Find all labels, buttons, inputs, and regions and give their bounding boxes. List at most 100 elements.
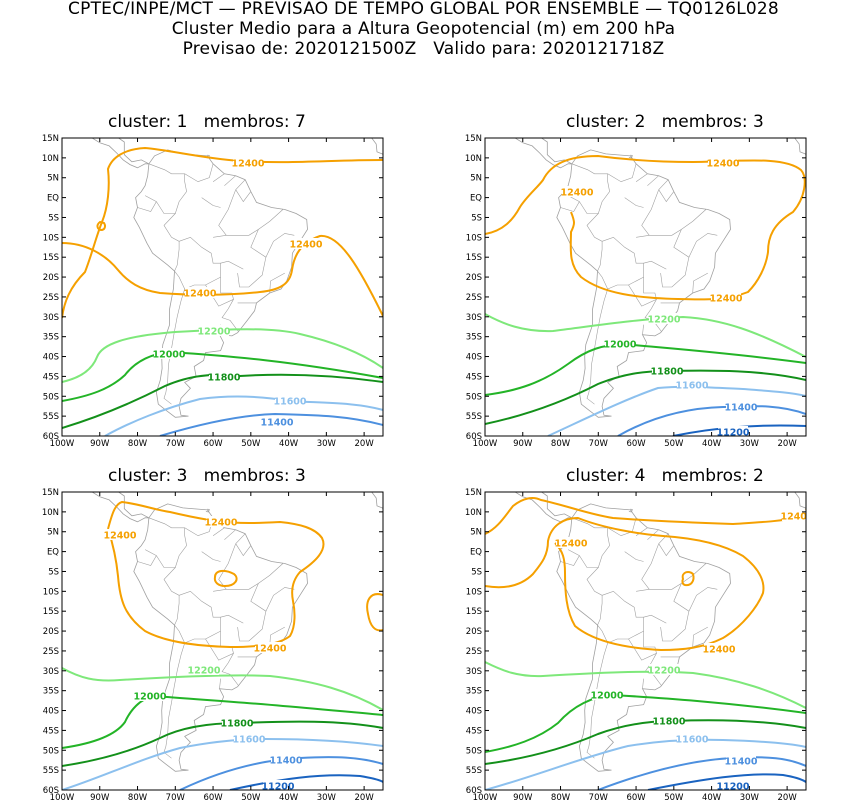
contour-label-bg — [808, 214, 838, 225]
contour-label: 12000 — [133, 692, 166, 703]
border-line — [644, 299, 662, 332]
lat-label: 50S — [466, 392, 482, 402]
lat-label: 15S — [466, 607, 482, 617]
lat-label: 10N — [465, 508, 482, 518]
border-line — [607, 517, 637, 537]
coastline — [583, 119, 604, 125]
contour-label-bg — [677, 733, 707, 744]
map-cluster-4: 12400 12400 12400 12200 12000 11800 11600 11400… — [465, 479, 807, 802]
lon-label: 30W — [317, 439, 337, 448]
contour-label: 12400 — [709, 294, 742, 305]
contour-label-bg — [605, 338, 635, 349]
border-line — [269, 272, 285, 294]
border-line — [643, 614, 667, 624]
contour-12400 — [96, 220, 106, 232]
contour-label-bg — [135, 690, 165, 701]
border-line — [688, 587, 718, 612]
contour-12000 — [62, 694, 383, 749]
border-line — [156, 555, 180, 626]
border-line — [692, 272, 708, 294]
lat-label: 50S — [43, 392, 59, 402]
contour-label-bg — [649, 664, 679, 675]
border-line — [184, 163, 214, 183]
coastline — [160, 473, 181, 479]
coastline — [145, 479, 151, 481]
lon-label: 70W — [589, 793, 609, 802]
coastline — [628, 154, 633, 159]
lat-label: 5S — [48, 567, 59, 577]
contour-11800 — [62, 373, 383, 429]
contour-label-bg — [708, 157, 738, 168]
contour-label: 12200 — [187, 666, 220, 677]
lat-label: 15N — [42, 134, 59, 144]
contour-label-bg — [185, 287, 215, 298]
contour-label-bg — [726, 401, 756, 412]
lon-label: 80W — [128, 793, 148, 802]
panel-cluster-4: cluster: 4 membros: 2 12400 12400 12400 122… — [423, 466, 847, 802]
contour-label: 12400 — [702, 645, 735, 656]
coastline — [556, 149, 731, 418]
contour-label: 11200 — [716, 782, 749, 793]
contour-12400 — [485, 516, 765, 652]
border-line — [220, 614, 244, 624]
border-line — [560, 195, 580, 212]
lat-label: 35S — [466, 687, 482, 697]
lon-label: 40W — [279, 439, 299, 448]
contour-label-bg — [652, 365, 682, 376]
map-area: 12400 12400 12400 12200 12000 11800 11600 11400 — [62, 138, 383, 436]
contour-label: 12400 — [204, 518, 237, 529]
lat-label: 5N — [47, 528, 59, 538]
coastline — [794, 492, 806, 523]
lat-label: 10N — [42, 508, 59, 518]
lon-label: 100W — [50, 439, 75, 448]
coastline — [794, 138, 806, 169]
border-line — [205, 277, 234, 307]
lon-label: 90W — [90, 793, 110, 802]
lat-label: 30S — [466, 667, 482, 677]
panel-title: cluster: 2 membros: 3 — [566, 112, 764, 132]
lat-label: 35S — [466, 333, 482, 343]
lat-label: EQ — [47, 194, 59, 204]
border-line — [237, 583, 267, 642]
lat-label: 55S — [466, 766, 482, 776]
contour-label-bg — [592, 689, 622, 700]
lon-label: 20W — [778, 439, 798, 448]
border-line — [586, 642, 608, 759]
border-line — [636, 209, 707, 238]
contour-label: 11800 — [207, 373, 240, 384]
lon-label: 70W — [589, 439, 609, 448]
coastline — [371, 492, 383, 523]
contour-label: 12400 — [560, 188, 593, 199]
contour-12400 — [107, 500, 325, 649]
border-line — [597, 590, 644, 644]
lat-label: EQ — [470, 548, 482, 558]
contour-label-bg — [677, 379, 707, 390]
contour-label: 12000 — [590, 691, 623, 702]
header-line-1: CPTEC/INPE/MCT — PREVISAO DE TEMPO GLOBA… — [68, 0, 779, 19]
contour-label: 11800 — [652, 717, 685, 728]
border-line — [235, 533, 246, 544]
lon-label: 20W — [778, 793, 798, 802]
lat-label: 50S — [466, 746, 482, 756]
border-line — [642, 678, 644, 689]
contour-label-bg — [255, 642, 285, 653]
contour-label: 11200 — [716, 428, 749, 439]
border-line — [235, 189, 252, 203]
lat-label: 10N — [42, 154, 59, 164]
contour-11600 — [62, 737, 383, 790]
contour-label: 11400 — [724, 403, 757, 414]
lat-label: 10S — [43, 587, 59, 597]
border-line — [174, 236, 221, 290]
border-line — [586, 288, 608, 405]
coastline — [568, 479, 574, 481]
lon-label: 60W — [626, 793, 646, 802]
contour-label-bg — [275, 395, 305, 406]
border-line — [213, 563, 284, 592]
border-line — [597, 236, 644, 290]
lon-label: 60W — [203, 793, 223, 802]
contour-12400 — [681, 570, 695, 587]
lat-label: 40S — [43, 707, 59, 717]
coastline — [568, 125, 574, 127]
lat-label: EQ — [470, 194, 482, 204]
lat-label: 55S — [466, 412, 482, 422]
